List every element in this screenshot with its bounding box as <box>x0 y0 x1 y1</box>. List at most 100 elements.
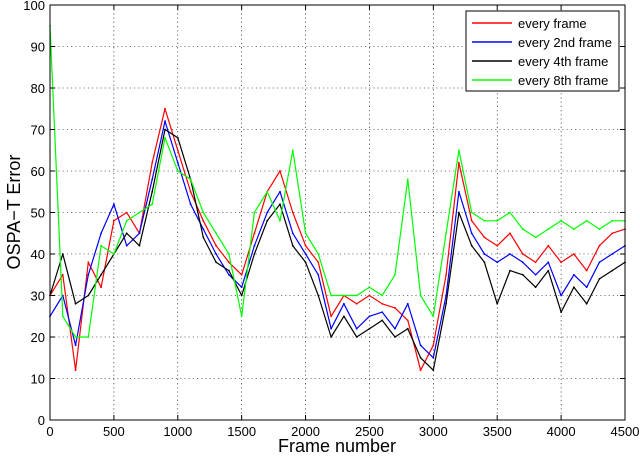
data-point <box>394 327 396 330</box>
data-point <box>406 178 409 181</box>
y-tick-label: 30 <box>31 289 45 304</box>
data-point <box>496 244 499 247</box>
data-point <box>215 253 218 255</box>
data-point <box>61 253 64 255</box>
data-point <box>151 161 154 164</box>
x-tick-label: 0 <box>46 424 53 439</box>
data-point <box>215 244 218 247</box>
data-point <box>227 261 230 264</box>
y-tick-label: 100 <box>23 0 45 13</box>
data-point <box>138 244 141 247</box>
data-point <box>266 211 269 214</box>
data-point <box>457 190 460 193</box>
data-point <box>304 253 307 255</box>
data-point <box>572 286 575 289</box>
data-point <box>496 261 499 264</box>
data-point <box>61 315 64 318</box>
data-point <box>279 219 281 222</box>
data-point <box>100 244 103 247</box>
data-point <box>457 149 460 152</box>
data-point <box>534 273 537 276</box>
data-point <box>547 261 550 264</box>
data-point <box>304 261 307 264</box>
data-point <box>445 232 448 235</box>
data-point <box>509 211 511 214</box>
data-point <box>445 302 448 305</box>
data-point <box>368 294 371 297</box>
ticks <box>49 4 626 421</box>
y-tick-label: 70 <box>31 123 45 138</box>
series-1 <box>49 120 626 359</box>
y-axis-title: OSPA−T Error <box>4 155 24 270</box>
data-point <box>87 261 90 264</box>
data-point <box>151 178 154 181</box>
data-point <box>598 228 601 231</box>
data-point <box>291 211 294 214</box>
data-point <box>560 219 563 222</box>
data-point <box>585 219 588 222</box>
data-point <box>164 136 166 139</box>
x-tick-label: 4000 <box>547 424 576 439</box>
data-point <box>509 269 511 272</box>
data-point <box>483 261 486 264</box>
series-line <box>49 108 626 371</box>
data-point <box>483 236 486 239</box>
data-point <box>355 302 358 305</box>
data-point <box>189 178 192 181</box>
x-tick-label: 2500 <box>355 424 384 439</box>
data-point <box>381 319 384 322</box>
data-point <box>215 261 218 264</box>
data-point <box>253 244 256 247</box>
data-point <box>240 294 243 297</box>
data-point <box>470 211 473 214</box>
x-tick-label: 1500 <box>227 424 256 439</box>
data-point <box>611 253 614 255</box>
x-tick-label: 2000 <box>291 424 320 439</box>
data-point <box>330 336 333 338</box>
data-point <box>330 294 333 297</box>
data-point <box>330 315 333 318</box>
data-point <box>547 269 550 272</box>
data-point <box>189 203 192 206</box>
data-point <box>100 232 103 235</box>
data-point <box>317 253 320 255</box>
data-point <box>572 273 575 276</box>
x-tick-label: 500 <box>103 424 125 439</box>
data-point <box>279 170 281 172</box>
data-point <box>74 369 77 372</box>
series-layer <box>49 24 626 372</box>
y-tick-label: 0 <box>38 413 45 428</box>
data-point <box>125 211 128 214</box>
data-point <box>585 269 588 272</box>
data-point <box>470 232 473 235</box>
data-point <box>164 120 166 123</box>
data-point <box>266 190 269 193</box>
data-point <box>355 294 358 297</box>
data-point <box>470 244 473 247</box>
data-point <box>227 273 230 276</box>
data-point <box>240 286 243 289</box>
data-point <box>445 294 448 297</box>
data-point <box>419 294 422 297</box>
data-point <box>112 203 115 206</box>
data-point <box>611 232 614 235</box>
data-point <box>74 302 77 305</box>
y-tick-label: 40 <box>31 247 45 262</box>
data-point <box>381 311 384 313</box>
data-point <box>598 244 601 247</box>
data-point <box>342 302 345 305</box>
data-point <box>611 219 614 222</box>
data-point <box>483 253 486 255</box>
data-point <box>215 232 218 235</box>
series-3 <box>49 24 626 338</box>
data-point <box>240 315 243 318</box>
data-point <box>419 369 422 372</box>
data-point <box>317 261 320 264</box>
data-point <box>202 219 205 222</box>
data-point <box>330 327 333 330</box>
data-point <box>509 253 511 255</box>
data-point <box>176 149 179 152</box>
data-point <box>368 327 371 330</box>
data-point <box>279 190 281 193</box>
data-point <box>572 228 575 231</box>
